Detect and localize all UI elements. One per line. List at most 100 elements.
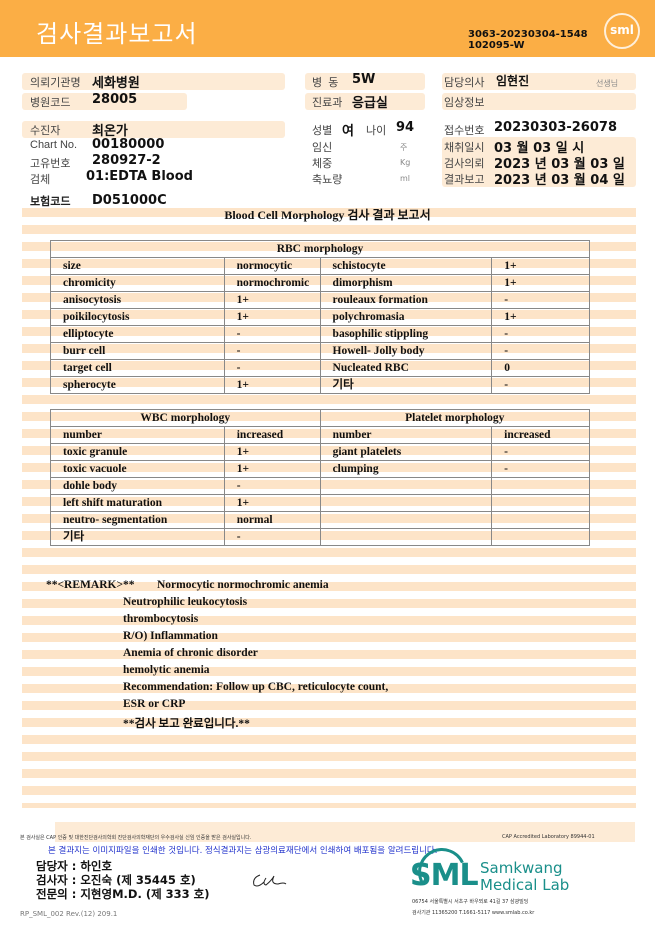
table-row: spherocyte 1+ 기타 - [50, 376, 590, 394]
table-row: poikilocytosis 1+ polychromasia 1+ [50, 308, 590, 326]
signature-icon [253, 874, 287, 887]
doctor-value: 임현진 [496, 74, 530, 88]
insurance-label: 보험코드 [30, 196, 71, 208]
table-cell: anisocytosis [50, 291, 225, 309]
table-cell: - [223, 342, 321, 360]
table-row: burr cell - Howell- Jolly body - [50, 342, 590, 360]
table-cell: Howell- Jolly body [319, 342, 493, 360]
table-cell: - [491, 325, 590, 343]
age-label: 나이 [366, 125, 387, 137]
table-cell [319, 494, 493, 512]
footer-bar [55, 822, 635, 842]
table-cell: polychromasia [319, 308, 493, 326]
doctor-suffix: 선생님 [596, 79, 619, 88]
report-date-value: 2023 년 03 월 04 일 [494, 173, 625, 188]
pregnancy-label: 임신 [312, 142, 333, 154]
chip [442, 73, 636, 90]
table-row: number increased number increased [50, 426, 590, 444]
platelet-title: Platelet morphology [319, 409, 591, 427]
cap-text: CAP Accredited Laboratory 89944-01 [502, 834, 595, 840]
insurance-value: D051000C [92, 193, 167, 208]
hospital-code-value: 28005 [92, 92, 138, 107]
patient-value: 최온가 [92, 124, 128, 139]
remark-label: **<REMARK>** [46, 579, 135, 591]
table-cell: 기타 [50, 528, 225, 546]
table-cell: clumping [319, 460, 493, 478]
table-cell: number [50, 426, 225, 444]
chip [22, 121, 285, 138]
table-cell: normochromic [223, 274, 321, 292]
table-cell: dohle body [50, 477, 225, 495]
dept-value: 응급실 [352, 96, 388, 111]
table-cell: left shift maturation [50, 494, 225, 512]
remark-line: **검사 보고 완료입니다.** [123, 718, 250, 730]
chip [22, 73, 285, 90]
id-label: 고유번호 [30, 158, 71, 170]
request-label: 검사의뢰 [444, 158, 485, 170]
table-cell: - [491, 443, 590, 461]
table-cell [319, 528, 493, 546]
remark-line: hemolytic anemia [123, 664, 210, 676]
wbc-platelet-table: WBC morphology Platelet morphology number… [50, 409, 591, 546]
report-title: 검사결과보고서 [36, 20, 198, 48]
report-code-2: 102095-W [468, 40, 525, 51]
table-cell [491, 477, 590, 495]
hospital-code-label: 병원코드 [30, 97, 71, 109]
table-cell: normocytic [223, 257, 321, 275]
table-cell: - [491, 291, 590, 309]
collect-label: 채취일시 [444, 142, 485, 154]
specialist: 전문의 : 지현영M.D. (제 333 호) [36, 887, 210, 901]
chart-value: 00180000 [92, 137, 165, 152]
table-cell: 1+ [223, 376, 321, 394]
sml-logo: SML [410, 858, 479, 893]
remark-line: Normocytic normochromic anemia [157, 579, 329, 591]
wbc-title: WBC morphology [50, 409, 321, 427]
urine-label: 축뇨량 [312, 174, 343, 186]
table-cell: dimorphism [319, 274, 493, 292]
table-cell: rouleaux formation [319, 291, 493, 309]
clinical-label: 임상정보 [444, 97, 485, 109]
table-cell: schistocyte [319, 257, 493, 275]
remark-line: Anemia of chronic disorder [123, 647, 258, 659]
report-header [0, 0, 655, 57]
dept-label: 진료과 [312, 97, 343, 109]
table-cell: Nucleated RBC [319, 359, 493, 377]
report-code: 3063-20230304-1548 [468, 29, 588, 40]
table-cell [491, 511, 590, 529]
table-row: chromicity normochromic dimorphism 1+ [50, 274, 590, 292]
table-cell: 1+ [223, 291, 321, 309]
weight-unit: Kg [400, 158, 411, 167]
table-row: anisocytosis 1+ rouleaux formation - [50, 291, 590, 309]
table-cell: burr cell [50, 342, 225, 360]
table-cell: neutro- segmentation [50, 511, 225, 529]
table-cell: 1+ [223, 460, 321, 478]
remark-line: R/O) Inflammation [123, 630, 218, 642]
table-cell [491, 494, 590, 512]
table-cell: 1+ [491, 308, 590, 326]
sex-label: 성별 [312, 125, 333, 137]
specimen-value: 01:EDTA Blood [86, 169, 193, 184]
table-cell: 1+ [491, 274, 590, 292]
lab-name-2: Medical Lab [480, 876, 570, 894]
weight-label: 체중 [312, 158, 333, 170]
table-row: toxic vacuole 1+ clumping - [50, 460, 590, 478]
table-row: target cell - Nucleated RBC 0 [50, 359, 590, 377]
doctor-label: 담당의사 [444, 77, 485, 89]
table-row: elliptocyte - basophilic stippling - [50, 325, 590, 343]
form-code: RP_SML_002 Rev.(12) 209.1 [20, 910, 118, 918]
tester: 검사자 : 오진숙 (제 35445 호) [36, 873, 196, 887]
age-value: 94 [396, 120, 415, 135]
rbc-morphology-table: RBC morphology size normocytic schistocyte… [50, 240, 590, 394]
table-row: size normocytic schistocyte 1+ [50, 257, 590, 275]
table-row: left shift maturation 1+ [50, 494, 590, 512]
report-date-label: 결과보고 [444, 174, 485, 186]
table-cell: - [223, 528, 321, 546]
table-row: dohle body - [50, 477, 590, 495]
remark-line: thrombocytosis [123, 613, 199, 625]
table-cell: 기타 [319, 376, 493, 394]
table-cell: 0 [491, 359, 590, 377]
lab-name: Samkwang [480, 859, 563, 877]
table-cell: - [223, 359, 321, 377]
table-cell: poikilocytosis [50, 308, 225, 326]
table-cell: 1+ [223, 494, 321, 512]
